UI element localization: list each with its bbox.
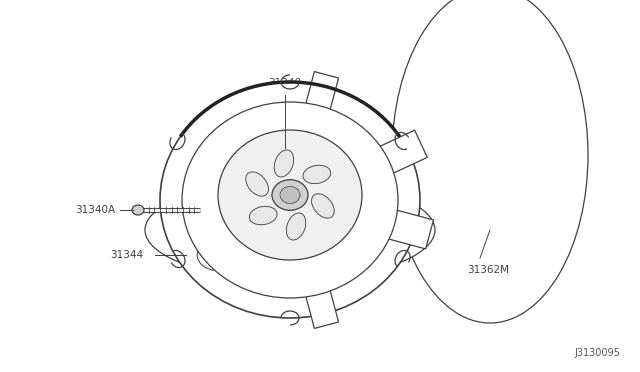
Ellipse shape: [392, 0, 588, 323]
Ellipse shape: [286, 213, 306, 240]
Bar: [385, 209, 433, 249]
Ellipse shape: [274, 150, 294, 177]
Ellipse shape: [145, 180, 435, 280]
Ellipse shape: [312, 194, 334, 218]
Text: 31344: 31344: [110, 250, 143, 260]
Bar: [376, 130, 428, 175]
Ellipse shape: [197, 240, 239, 270]
Ellipse shape: [186, 231, 250, 279]
Bar: [305, 288, 339, 328]
Ellipse shape: [132, 205, 144, 215]
Ellipse shape: [250, 206, 277, 225]
Ellipse shape: [272, 180, 308, 210]
Ellipse shape: [246, 172, 268, 196]
Text: 31340A: 31340A: [75, 205, 115, 215]
Ellipse shape: [303, 165, 331, 184]
Bar: [305, 71, 339, 112]
Text: 31340: 31340: [269, 78, 301, 88]
Ellipse shape: [160, 82, 420, 318]
Text: 31362M: 31362M: [467, 265, 509, 275]
Ellipse shape: [218, 130, 362, 260]
Ellipse shape: [280, 186, 300, 203]
Text: J3130095: J3130095: [574, 348, 620, 358]
Ellipse shape: [182, 102, 398, 298]
